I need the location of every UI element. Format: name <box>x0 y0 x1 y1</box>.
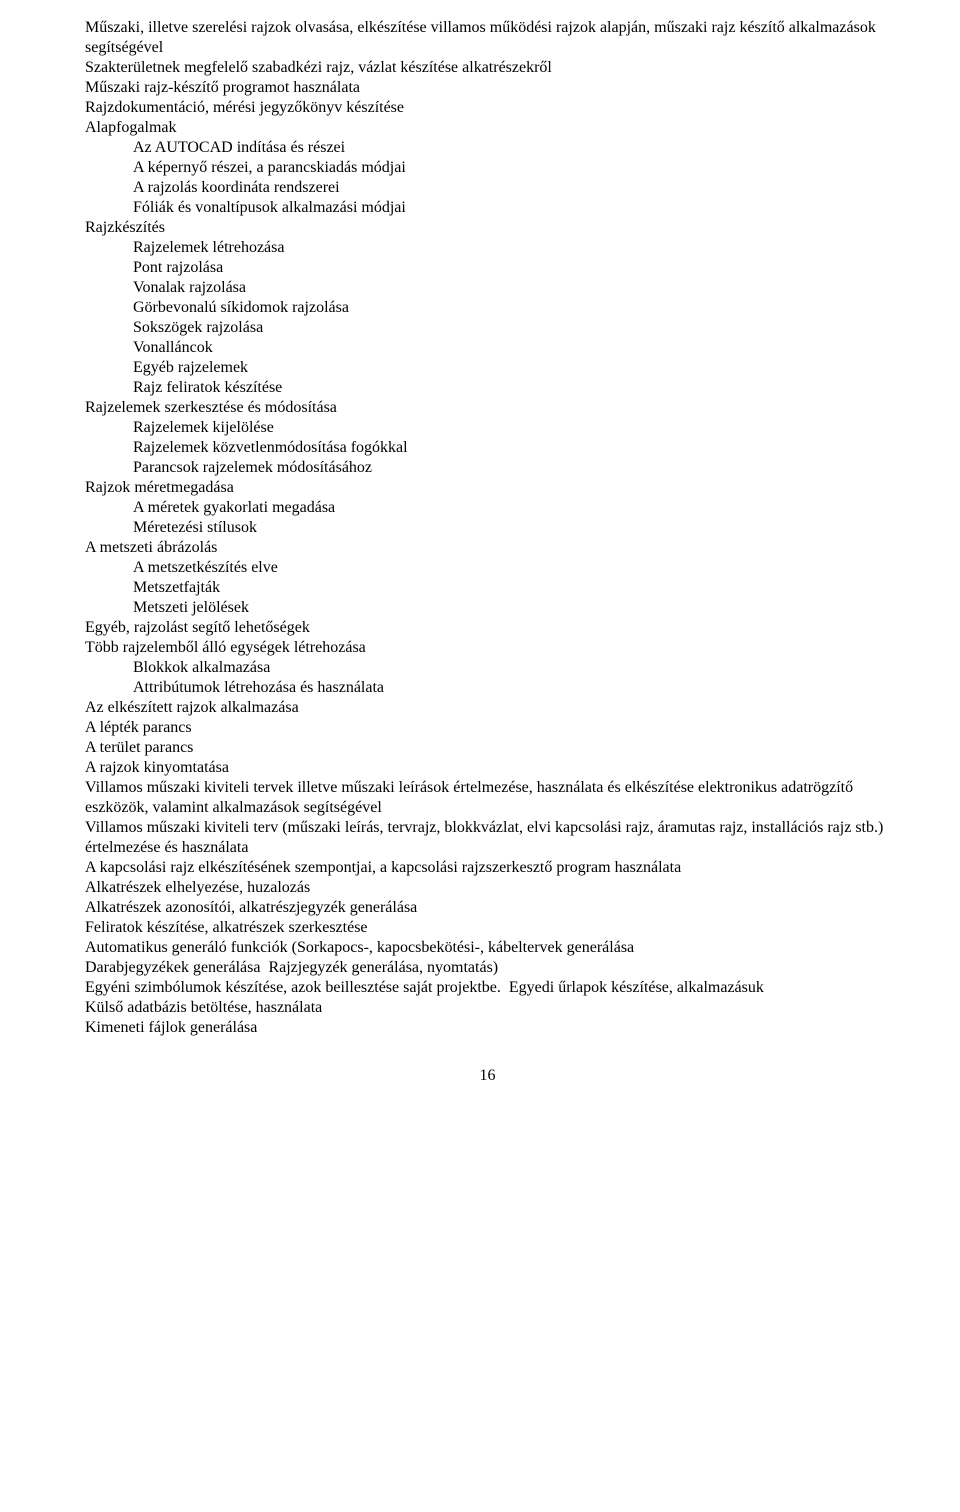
text-line: Egyéb, rajzolást segítő lehetőségek <box>85 618 890 638</box>
text-line: Alkatrészek azonosítói, alkatrészjegyzék… <box>85 898 890 918</box>
document-body: Műszaki, illetve szerelési rajzok olvasá… <box>85 18 890 1038</box>
text-line: Villamos műszaki kiviteli terv (műszaki … <box>85 818 890 858</box>
text-line: Több rajzelemből álló egységek létrehozá… <box>85 638 890 658</box>
text-line: Méretezési stílusok <box>85 518 890 538</box>
text-line: Rajz feliratok készítése <box>85 378 890 398</box>
text-line: Rajzelemek létrehozása <box>85 238 890 258</box>
text-line: Blokkok alkalmazása <box>85 658 890 678</box>
text-line: Vonalak rajzolása <box>85 278 890 298</box>
text-line: Műszaki rajz-készítő programot használat… <box>85 78 890 98</box>
text-line: Rajzkészítés <box>85 218 890 238</box>
text-line: Sokszögek rajzolása <box>85 318 890 338</box>
text-line: A kapcsolási rajz elkészítésének szempon… <box>85 858 890 878</box>
text-line: Rajzelemek szerkesztése és módosítása <box>85 398 890 418</box>
text-line: Vonalláncok <box>85 338 890 358</box>
text-line: Feliratok készítése, alkatrészek szerkes… <box>85 918 890 938</box>
text-line: A lépték parancs <box>85 718 890 738</box>
text-line: Alapfogalmak <box>85 118 890 138</box>
page-number: 16 <box>85 1066 890 1086</box>
text-line: Parancsok rajzelemek módosításához <box>85 458 890 478</box>
text-line: A metszetkészítés elve <box>85 558 890 578</box>
text-line: Külső adatbázis betöltése, használata <box>85 998 890 1018</box>
text-line: Automatikus generáló funkciók (Sorkapocs… <box>85 938 890 958</box>
text-line: A méretek gyakorlati megadása <box>85 498 890 518</box>
text-line: A képernyő részei, a parancskiadás módja… <box>85 158 890 178</box>
text-line: Műszaki, illetve szerelési rajzok olvasá… <box>85 18 890 58</box>
text-line: Darabjegyzékek generálása Rajzjegyzék ge… <box>85 958 890 978</box>
text-line: Az AUTOCAD indítása és részei <box>85 138 890 158</box>
text-line: Rajzdokumentáció, mérési jegyzőkönyv kés… <box>85 98 890 118</box>
text-line: Pont rajzolása <box>85 258 890 278</box>
text-line: Az elkészített rajzok alkalmazása <box>85 698 890 718</box>
text-line: Szakterületnek megfelelő szabadkézi rajz… <box>85 58 890 78</box>
text-line: Fóliák és vonaltípusok alkalmazási módja… <box>85 198 890 218</box>
text-line: Görbevonalú síkidomok rajzolása <box>85 298 890 318</box>
text-line: Alkatrészek elhelyezése, huzalozás <box>85 878 890 898</box>
text-line: Metszeti jelölések <box>85 598 890 618</box>
text-line: Rajzelemek közvetlenmódosítása fogókkal <box>85 438 890 458</box>
text-line: Attribútumok létrehozása és használata <box>85 678 890 698</box>
text-line: Kimeneti fájlok generálása <box>85 1018 890 1038</box>
text-line: Metszetfajták <box>85 578 890 598</box>
document-page: Műszaki, illetve szerelési rajzok olvasá… <box>0 0 960 1512</box>
text-line: A rajzolás koordináta rendszerei <box>85 178 890 198</box>
text-line: A terület parancs <box>85 738 890 758</box>
text-line: Egyéb rajzelemek <box>85 358 890 378</box>
text-line: Egyéni szimbólumok készítése, azok beill… <box>85 978 890 998</box>
text-line: Rajzelemek kijelölése <box>85 418 890 438</box>
text-line: A metszeti ábrázolás <box>85 538 890 558</box>
text-line: Villamos műszaki kiviteli tervek illetve… <box>85 778 890 818</box>
text-line: Rajzok méretmegadása <box>85 478 890 498</box>
text-line: A rajzok kinyomtatása <box>85 758 890 778</box>
